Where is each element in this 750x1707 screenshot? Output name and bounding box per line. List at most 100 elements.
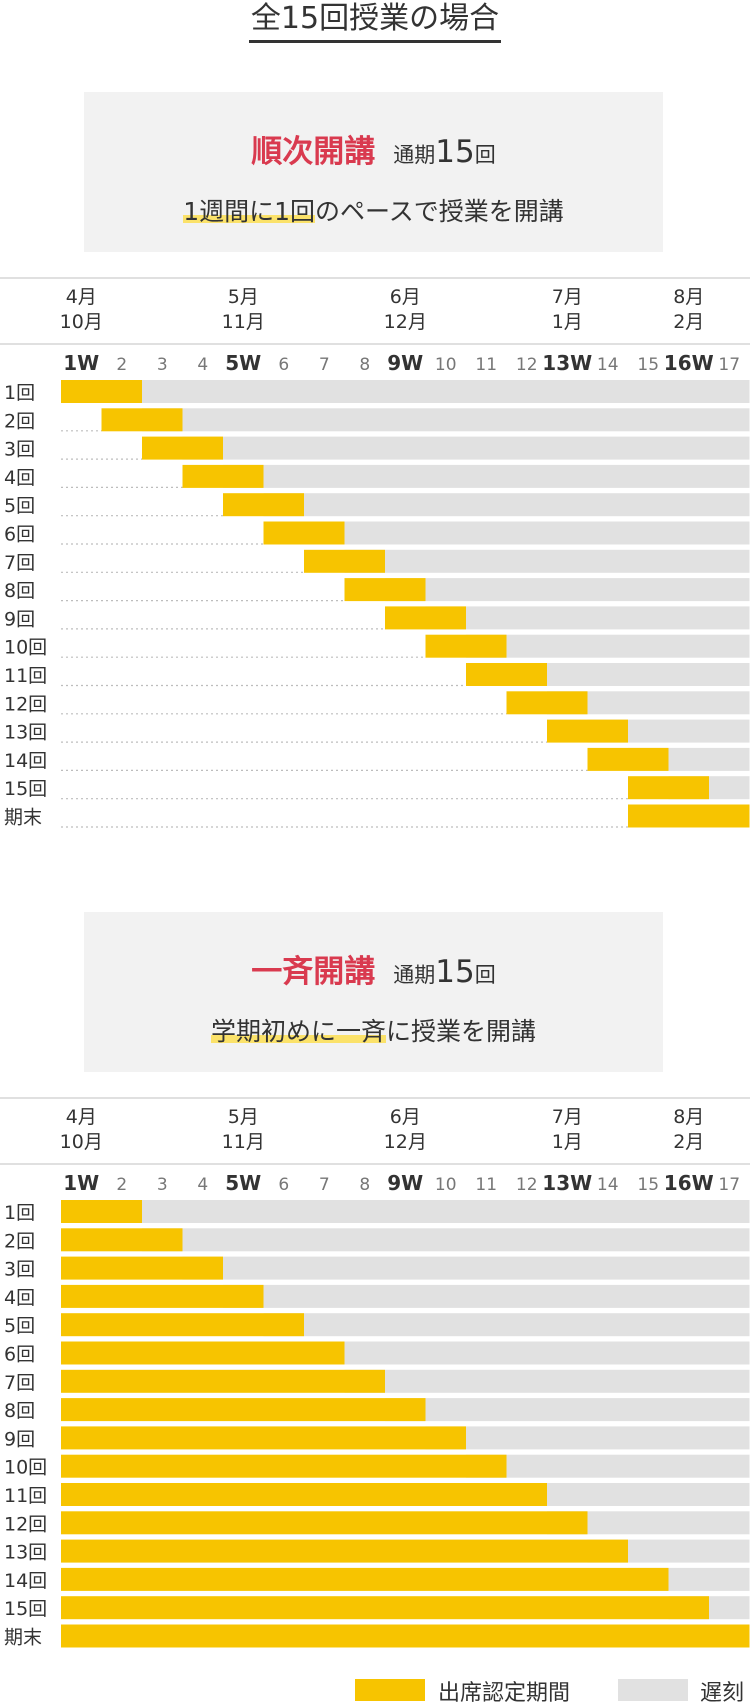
row-label: 1回: [4, 382, 35, 404]
legend: 出席認定期間 遅刻: [0, 1675, 750, 1706]
week-label: 4: [197, 355, 208, 375]
mode-label: 順次開講: [251, 134, 376, 170]
late-bar: [425, 1426, 750, 1450]
month-label: 4月: [66, 1106, 97, 1128]
page-title: 全15回授業の場合: [0, 0, 750, 43]
row-label: 15回: [4, 778, 47, 800]
late-bar: [182, 436, 750, 460]
row-label: 12回: [4, 1513, 47, 1535]
info-heading: 順次開講 通期15回: [84, 126, 663, 171]
week-label: 4: [197, 1175, 208, 1195]
month-label: 8月: [673, 1106, 704, 1128]
late-bar: [506, 1483, 750, 1506]
month-label: 12月: [384, 1131, 427, 1153]
month-label: 2月: [673, 1131, 704, 1153]
row-label: 期末: [4, 807, 42, 829]
row-label: 7回: [4, 552, 35, 574]
month-label: 1月: [552, 1131, 583, 1153]
week-label: 3: [157, 1175, 168, 1195]
week-label: 9W: [387, 1171, 423, 1195]
row-label: 5回: [4, 1315, 35, 1337]
attendance-bar: [628, 776, 709, 800]
row-label: 10回: [4, 637, 47, 659]
attendance-bar: [61, 1228, 183, 1252]
week-label: 1W: [63, 1171, 99, 1195]
week-label: 8: [359, 1175, 370, 1195]
row-label: 期末: [4, 1627, 42, 1649]
week-label: 9W: [387, 351, 423, 375]
row-label: 2回: [4, 410, 35, 432]
row-label: 11回: [4, 665, 47, 687]
week-label: 12: [516, 1175, 538, 1195]
attendance-bar: [506, 691, 588, 715]
late-bar: [425, 606, 750, 630]
week-label: 11: [475, 355, 497, 375]
attendance-bar: [61, 380, 142, 403]
lesson-count-unit: 回: [474, 143, 496, 167]
description-text: に授業を開講: [386, 1017, 537, 1046]
week-label: 16W: [664, 1171, 714, 1195]
week-label: 1W: [63, 351, 99, 375]
row-label: 6回: [4, 524, 35, 546]
week-label: 11: [475, 1175, 497, 1195]
legend-late-swatch: [618, 1679, 688, 1701]
month-label: 7月: [552, 286, 583, 308]
week-label: 5W: [225, 351, 261, 375]
late-bar: [101, 380, 750, 403]
week-label: 14: [597, 1175, 619, 1195]
row-label: 7回: [4, 1372, 35, 1394]
week-label: 2: [116, 355, 127, 375]
attendance-bar: [385, 606, 466, 630]
term-label: 通期: [393, 963, 436, 987]
description-highlight: 学期初めに一斉: [210, 1017, 386, 1046]
week-label: 15: [637, 1175, 659, 1195]
late-bar: [263, 1313, 750, 1337]
legend-attend-label: 出席認定期間: [438, 1681, 571, 1706]
week-label: 17: [718, 355, 740, 375]
schedule-chart-simultaneous: 4月 10月 5月 11月 6月 12月 7月 1月 8月 2月 1W 2 3 4 5W 6 7 8 9W 10 11 1…: [0, 1097, 750, 1649]
week-label: 7: [319, 355, 330, 375]
week-label: 15: [637, 355, 659, 375]
row-label: 4回: [4, 467, 35, 489]
row-label: 14回: [4, 1570, 47, 1592]
week-label: 8: [359, 355, 370, 375]
attendance-bar: [61, 1624, 750, 1648]
attendance-bar: [466, 663, 547, 686]
late-bar: [385, 1398, 750, 1422]
attendance-bar: [61, 1284, 264, 1308]
week-label: 7: [319, 1175, 330, 1195]
month-label: 7月: [552, 1106, 583, 1128]
late-bar: [304, 1341, 750, 1365]
info-description: 学期初めに一斉に授業を開講: [84, 1012, 663, 1048]
week-label: 6: [278, 355, 289, 375]
lesson-count: 15: [435, 134, 475, 170]
attendance-bar: [61, 1200, 142, 1223]
attendance-bar: [61, 1483, 547, 1506]
row-label: 6回: [4, 1344, 35, 1366]
attendance-bar: [61, 1313, 304, 1337]
late-bar: [547, 691, 750, 715]
lesson-count-unit: 回: [474, 963, 496, 987]
late-bar: [506, 663, 750, 686]
attendance-bar: [263, 521, 345, 545]
attendance-bar: [61, 1596, 709, 1620]
row-label: 10回: [4, 1457, 47, 1479]
late-bar: [263, 493, 750, 517]
week-label: 6: [278, 1175, 289, 1195]
late-bar: [182, 1256, 750, 1280]
row-label: 4回: [4, 1287, 35, 1309]
schedule-chart-sequential: 4月 10月 5月 11月 6月 12月 7月 1月 8月 2月 1W 2 3 4 5W 6 7 8 9W 10 11 1…: [0, 277, 750, 829]
month-label: 5月: [228, 286, 259, 308]
attendance-bar: [182, 464, 264, 488]
month-label: 8月: [673, 286, 704, 308]
attendance-bar: [61, 1539, 628, 1563]
attendance-bar: [61, 1511, 588, 1535]
lesson-count: 15: [435, 954, 475, 990]
week-label: 13W: [542, 1171, 592, 1195]
legend-late-label: 遅刻: [700, 1681, 745, 1706]
month-label: 11月: [222, 1131, 265, 1153]
row-label: 9回: [4, 1428, 35, 1450]
month-label: 1月: [552, 311, 583, 333]
row-label: 9回: [4, 608, 35, 630]
info-heading: 一斉開講 通期15回: [84, 946, 663, 991]
